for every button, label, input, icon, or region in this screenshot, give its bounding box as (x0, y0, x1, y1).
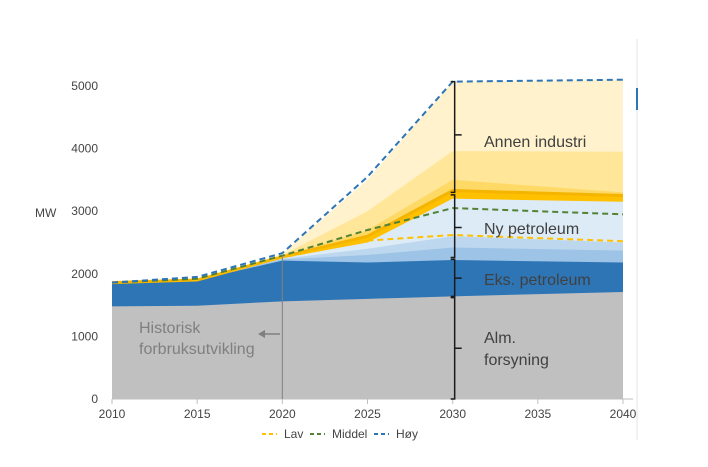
historisk-arrow (258, 330, 280, 338)
legend: Lav Middel Høy (262, 427, 418, 441)
annotation-alm: Alm. (484, 330, 516, 347)
x-tick-label: 2040 (610, 407, 637, 421)
legend-label-lav: Lav (284, 427, 303, 441)
y-axis-label: MW (35, 206, 57, 220)
x-tick-label: 2020 (269, 407, 296, 421)
annotation-forsyning: forsyning (484, 352, 549, 369)
legend-label-middel: Middel (332, 427, 367, 441)
y-tick-label: 4000 (71, 142, 98, 156)
bracket-ny-petroleum (450, 194, 462, 259)
series-line-lav (111, 233, 624, 284)
x-tick-label: 2015 (184, 407, 211, 421)
scenario-lines (111, 78, 624, 284)
x-tick-label: 2010 (99, 407, 126, 421)
legend-label-hoy: Høy (396, 427, 418, 441)
annotation-forbruksutvikling: forbruksutvikling (139, 341, 255, 358)
y-tick-label: 1000 (71, 329, 98, 343)
y-tick-label: 3000 (71, 204, 98, 218)
y-tick-label: 2000 (71, 267, 98, 281)
stacked-areas (111, 79, 624, 400)
axes: 2010 2015 2020 2025 2030 2035 2040 0 1000 2000 300… (71, 79, 636, 421)
x-tick-label: 2025 (354, 407, 381, 421)
annotation-eks-petroleum: Eks. petroleum (484, 272, 591, 289)
y-tick-label: 0 (91, 392, 98, 406)
annotation-annen-industri: Annen industri (484, 134, 586, 151)
bracket-eks-petroleum (450, 258, 462, 298)
series-line-hoy (111, 78, 624, 284)
series-line-middel (111, 207, 624, 284)
y-tick-label: 5000 (71, 79, 98, 93)
annotation-ny-petroleum: Ny petroleum (484, 221, 579, 238)
brackets (450, 80, 462, 400)
annotations: Annen industri Ny petroleum Eks. petrole… (139, 134, 591, 369)
x-tick-label: 2035 (524, 407, 551, 421)
area-alm-forsyning (112, 291, 623, 399)
x-tick-label: 2030 (439, 407, 466, 421)
bracket-annen-industri (450, 80, 462, 194)
bracket-alm-forsyning (450, 296, 462, 400)
annotation-historisk: Historisk (139, 320, 201, 337)
